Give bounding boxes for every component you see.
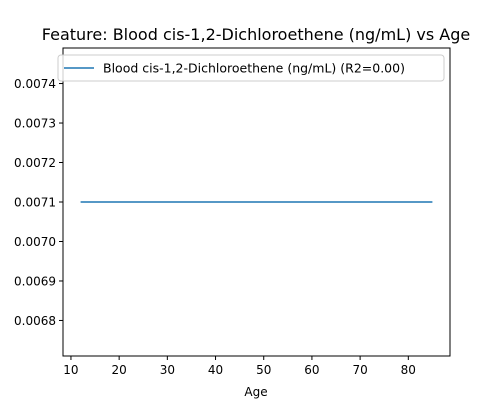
x-tick-label: 30 xyxy=(160,363,175,377)
x-tick-label: 50 xyxy=(256,363,271,377)
y-axis: 0.0068 0.0069 0.0070 0.0071 0.0072 0.0073 0.00… xyxy=(14,77,63,328)
x-tick-label: 70 xyxy=(352,363,367,377)
y-tick-label: 0.0072 xyxy=(14,156,56,170)
chart-title: Feature: Blood cis-1,2-Dichloroethene (n… xyxy=(42,25,470,44)
x-tick-label: 20 xyxy=(112,363,127,377)
x-axis: 10 20 30 40 50 60 70 80 xyxy=(63,356,416,377)
x-tick-label: 80 xyxy=(401,363,416,377)
y-tick-label: 0.0074 xyxy=(14,77,56,91)
legend-box xyxy=(57,54,445,82)
legend-label: Blood cis-1,2-Dichloroethene (ng/mL) (R2… xyxy=(103,61,405,76)
y-tick-label: 0.0073 xyxy=(14,117,56,131)
y-tick-label: 0.0071 xyxy=(14,196,56,210)
x-tick-label: 10 xyxy=(63,363,78,377)
y-tick-label: 0.0068 xyxy=(14,314,56,328)
x-tick-label: 40 xyxy=(208,363,223,377)
legend: Blood cis-1,2-Dichloroethene (ng/mL) (R2… xyxy=(57,54,445,82)
y-tick-label: 0.0070 xyxy=(14,235,56,249)
y-tick-label: 0.0069 xyxy=(14,274,56,288)
x-tick-label: 60 xyxy=(304,363,319,377)
x-axis-label: Age xyxy=(244,385,267,399)
